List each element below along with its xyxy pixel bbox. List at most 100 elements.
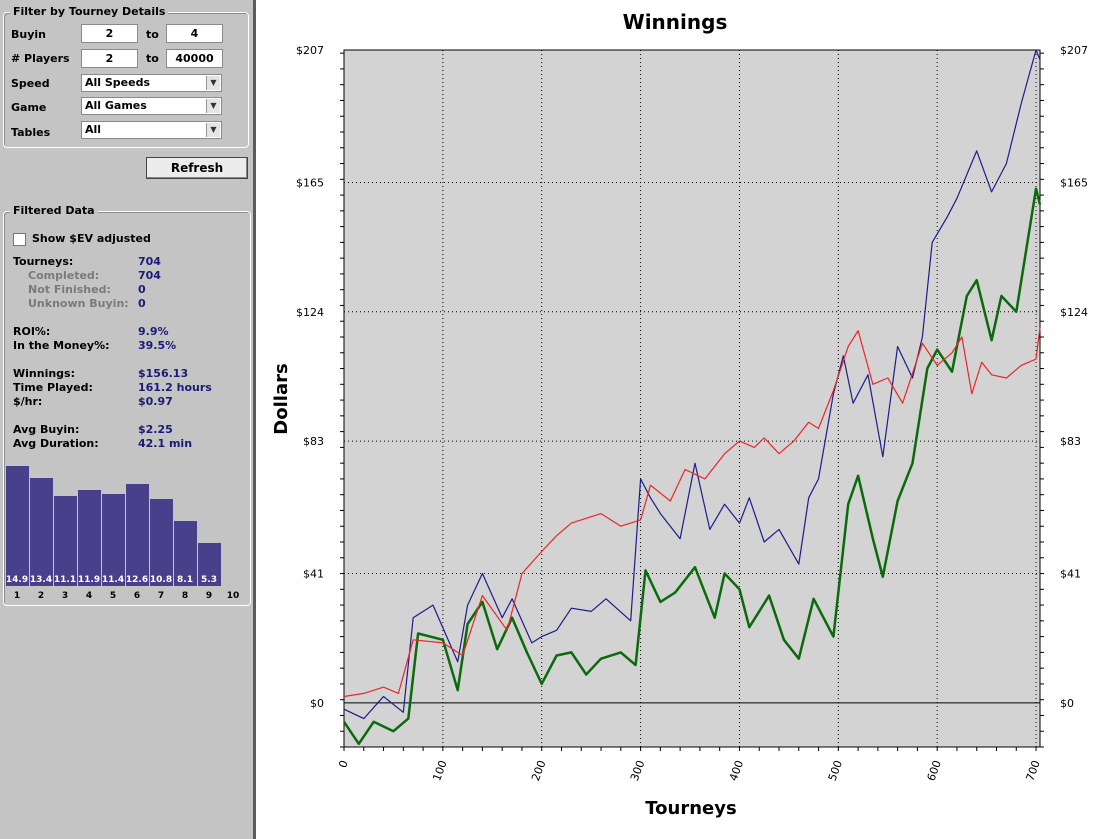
time-played-value: 161.2 hours <box>138 381 212 394</box>
chevron-down-icon[interactable]: ▼ <box>206 99 220 113</box>
y-tick-label: $41 <box>303 568 324 581</box>
series-line <box>343 49 1041 720</box>
show-ev-checkbox[interactable] <box>13 233 26 246</box>
winnings-chart: $0 $0 $41 $41 $83 $83 $124 $124 $165 $165 $207 $207… <box>271 10 1088 819</box>
tables-select-value: All <box>85 123 102 136</box>
itm-label: In the Money%: <box>13 339 110 352</box>
y-tick-label-right: $41 <box>1060 568 1081 581</box>
histogram-bar-label: 14.9 <box>5 575 29 585</box>
players-to-label: to <box>146 52 159 65</box>
histogram-bar <box>150 498 173 586</box>
finish-position-histogram: 1 2 3 4 5 6 7 8 9 10 14.9 13.4 11.1 11.9 11.4 12.6 10.8 8… <box>6 457 246 603</box>
show-ev-label[interactable]: Show $EV adjusted <box>32 232 151 245</box>
chevron-down-icon[interactable]: ▼ <box>206 76 220 90</box>
x-tick-label: 600 <box>925 759 944 783</box>
buyin-label: Buyin <box>11 28 46 41</box>
x-tick-label: 400 <box>727 759 746 783</box>
per-hour-value: $0.97 <box>138 395 173 408</box>
not-finished-value: 0 <box>138 283 146 296</box>
x-tick-label: 200 <box>529 759 548 783</box>
histogram-bin-label: 7 <box>157 591 165 601</box>
histogram-bar <box>54 496 77 586</box>
avg-buyin-value: $2.25 <box>138 423 173 436</box>
series-line <box>343 327 1041 698</box>
speed-select-value: All Speeds <box>85 76 151 89</box>
histogram-bar-label: 13.4 <box>29 575 53 585</box>
y-axis-label: Dollars <box>271 363 292 434</box>
histogram-bin-label: 2 <box>37 591 45 601</box>
histogram-bar <box>102 494 125 586</box>
y-tick-label-right: $207 <box>1060 44 1088 57</box>
buyin-from-input[interactable]: 2 <box>81 24 138 43</box>
itm-value: 39.5% <box>138 339 177 352</box>
tourneys-value: 704 <box>138 255 161 268</box>
histogram-bin-label: 6 <box>133 591 141 601</box>
y-tick-label: $165 <box>296 176 324 189</box>
x-tick-label: 700 <box>1023 759 1042 783</box>
y-tick-label-right: $124 <box>1060 306 1088 319</box>
completed-value: 704 <box>138 269 161 282</box>
tourneys-label: Tourneys: <box>13 255 74 268</box>
per-hour-label: $/hr: <box>13 395 43 408</box>
x-tick-label: 500 <box>826 759 845 783</box>
refresh-button[interactable]: Refresh <box>146 157 248 179</box>
game-select-value: All Games <box>85 99 147 112</box>
filtered-data-title: Filtered Data <box>10 204 98 217</box>
histogram-bar <box>78 490 101 586</box>
tables-select[interactable]: All ▼ <box>81 121 222 139</box>
chart-title: Winnings <box>623 10 728 34</box>
players-label: # Players <box>11 52 70 65</box>
completed-label: Completed: <box>28 269 100 282</box>
histogram-bin-label: 3 <box>61 591 69 601</box>
speed-select[interactable]: All Speeds ▼ <box>81 74 222 92</box>
y-tick-label: $0 <box>310 697 324 710</box>
avg-buyin-label: Avg Buyin: <box>13 423 80 436</box>
histogram-bin-label: 4 <box>85 591 93 601</box>
x-tick-label: 100 <box>430 759 449 783</box>
y-tick-label-right: $83 <box>1060 435 1081 448</box>
plot-area <box>343 49 1041 748</box>
not-finished-label: Not Finished: <box>28 283 111 296</box>
x-axis-label: Tourneys <box>645 798 736 819</box>
players-to-input[interactable]: 40000 <box>166 49 223 68</box>
histogram-bin-label: 1 <box>13 591 21 601</box>
panel-divider[interactable] <box>253 0 256 839</box>
buyin-to-label: to <box>146 28 159 41</box>
roi-label: ROI%: <box>13 325 51 338</box>
y-tick-label-right: $0 <box>1060 697 1074 710</box>
unknown-buyin-label: Unknown Buyin: <box>28 297 129 310</box>
unknown-buyin-value: 0 <box>138 297 146 310</box>
histogram-bin-label: 8 <box>181 591 189 601</box>
roi-value: 9.9% <box>138 325 169 338</box>
winnings-value: $156.13 <box>138 367 189 380</box>
time-played-label: Time Played: <box>13 381 93 394</box>
avg-duration-value: 42.1 min <box>138 437 193 450</box>
histogram-bar <box>30 477 53 586</box>
histogram-bar-label: 11.4 <box>101 575 125 585</box>
chevron-down-icon[interactable]: ▼ <box>206 123 220 137</box>
buyin-to-input[interactable]: 4 <box>166 24 223 43</box>
filter-sidebar: Filter by Tourney Details Buyin 2 to 4 #… <box>0 0 253 839</box>
histogram-bar-label: 5.3 <box>201 575 217 585</box>
histogram-bin-label: 9 <box>205 591 213 601</box>
histogram-bar-label: 11.1 <box>53 575 77 585</box>
filtered-data-group: Filtered Data <box>3 204 251 606</box>
histogram-bar <box>174 520 197 586</box>
speed-label: Speed <box>11 77 50 90</box>
y-tick-label: $83 <box>303 435 324 448</box>
x-tick-label: 0 <box>336 759 351 770</box>
histogram-bar <box>198 543 221 586</box>
histogram-bin-label: 5 <box>109 591 117 601</box>
histogram-bin-label: 10 <box>226 591 240 601</box>
histogram-bar-label: 11.9 <box>77 575 101 585</box>
avg-duration-label: Avg Duration: <box>13 437 99 450</box>
game-label: Game <box>11 101 47 114</box>
winnings-label: Winnings: <box>13 367 75 380</box>
histogram-bar-label: 10.8 <box>149 575 173 585</box>
y-tick-label-right: $165 <box>1060 176 1088 189</box>
histogram-bar <box>6 465 29 586</box>
game-select[interactable]: All Games ▼ <box>81 97 222 115</box>
players-from-input[interactable]: 2 <box>81 49 138 68</box>
histogram-bar-label: 8.1 <box>177 575 193 585</box>
histogram-bar <box>126 484 149 586</box>
